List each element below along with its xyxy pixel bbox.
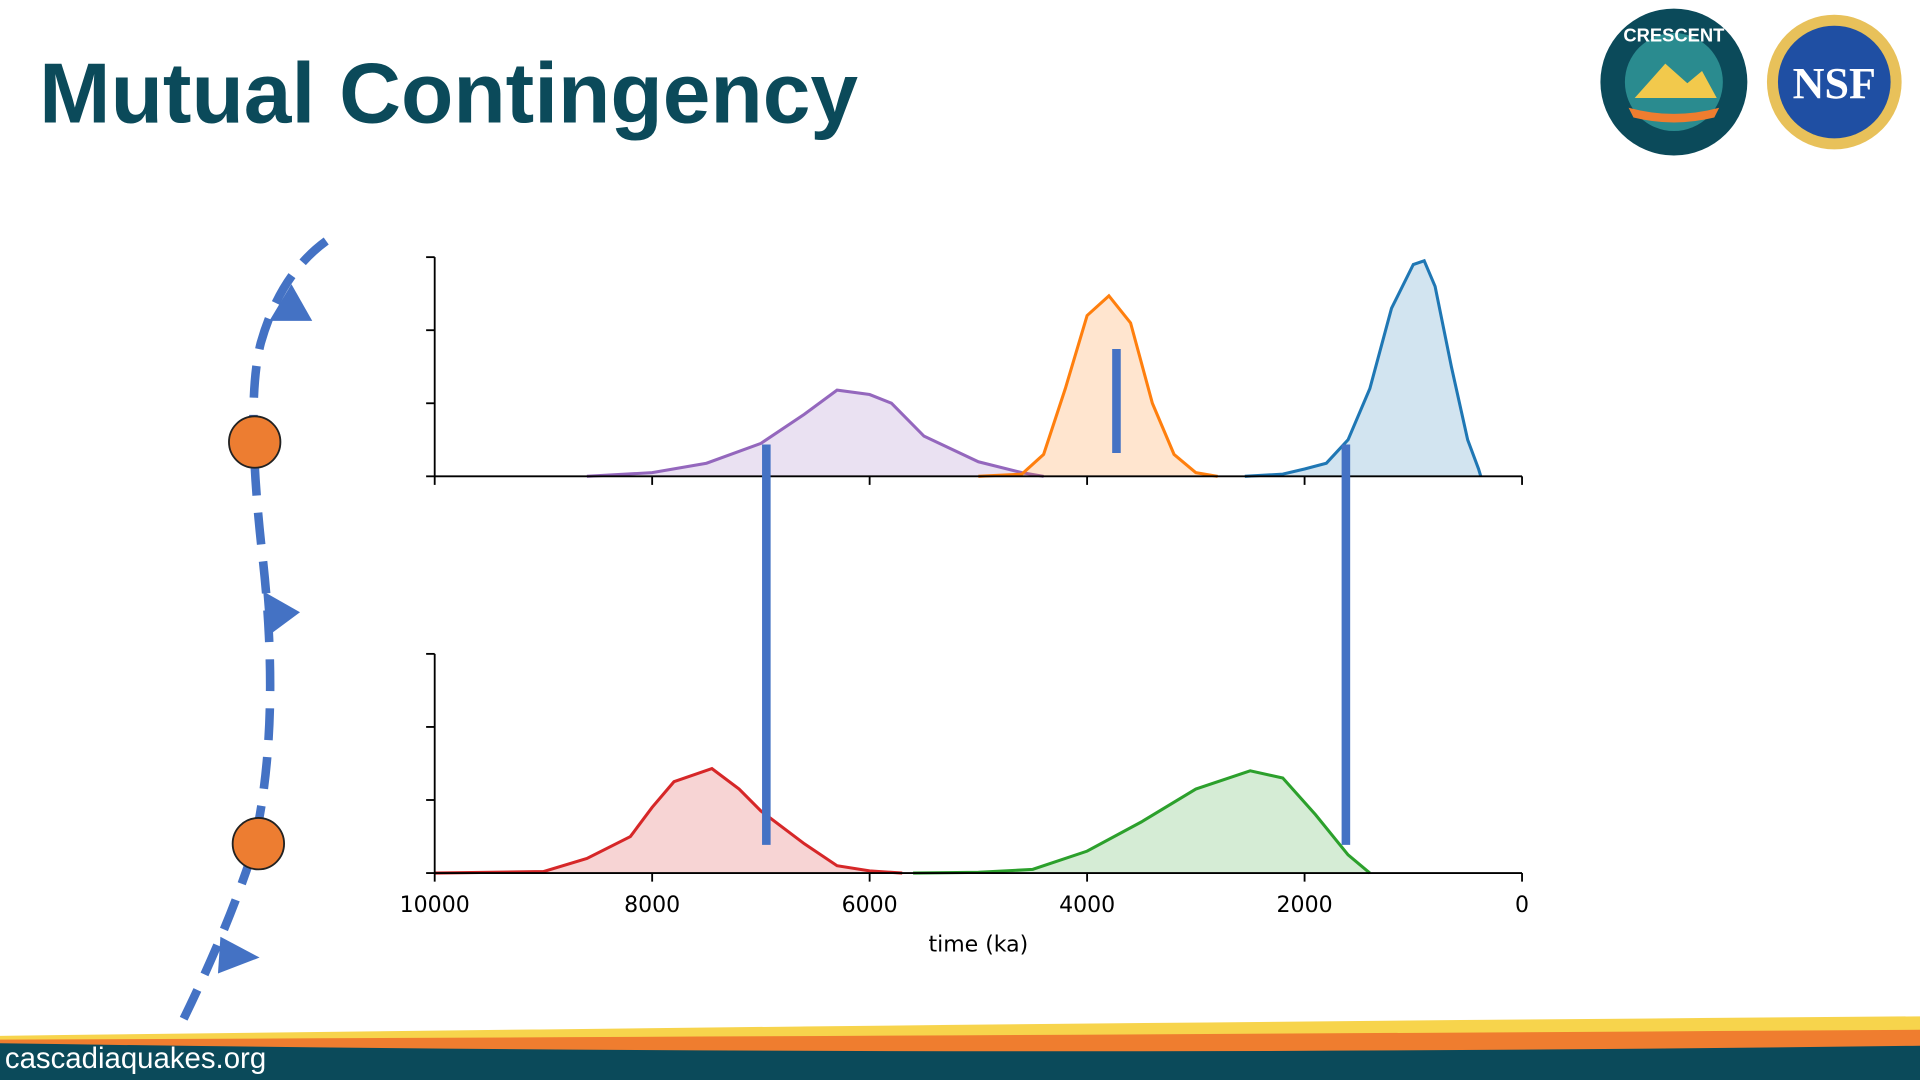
- density-line: [434, 766, 903, 875]
- x-tick-label: 2000: [1277, 893, 1333, 918]
- density-line: [913, 769, 1371, 875]
- x-tick-label: 4000: [1059, 893, 1115, 918]
- density-line: [1244, 258, 1483, 478]
- x-tick-label: 8000: [624, 893, 680, 918]
- logo-text: CRESCENT: [1623, 25, 1725, 46]
- area-fill: [978, 295, 1218, 477]
- cycle-diagram: [179, 232, 336, 1021]
- area-fill: [434, 768, 903, 874]
- x-tick-label: 10000: [400, 893, 470, 918]
- footer-band: cascadiaquakes.org: [0, 1016, 1920, 1080]
- x-tick-label: 6000: [842, 893, 898, 918]
- crescent-logo: CRESCENT: [1600, 8, 1748, 156]
- x-tick-label: 0: [1515, 893, 1529, 918]
- density-line: [978, 293, 1218, 478]
- slide-title: Mutual Contingency: [39, 45, 858, 141]
- area-fill: [586, 390, 1044, 477]
- footer-url: cascadiaquakes.org: [5, 1042, 266, 1075]
- logo-text: NSF: [1793, 59, 1876, 108]
- x-axis-label: time (ka): [928, 932, 1028, 957]
- nsf-logo: NSF: [1766, 14, 1902, 150]
- charts: 10000 8000 6000 4000 2000 0 time (ka): [400, 256, 1529, 957]
- area-fill: [1244, 260, 1481, 477]
- density-line: [586, 388, 1044, 478]
